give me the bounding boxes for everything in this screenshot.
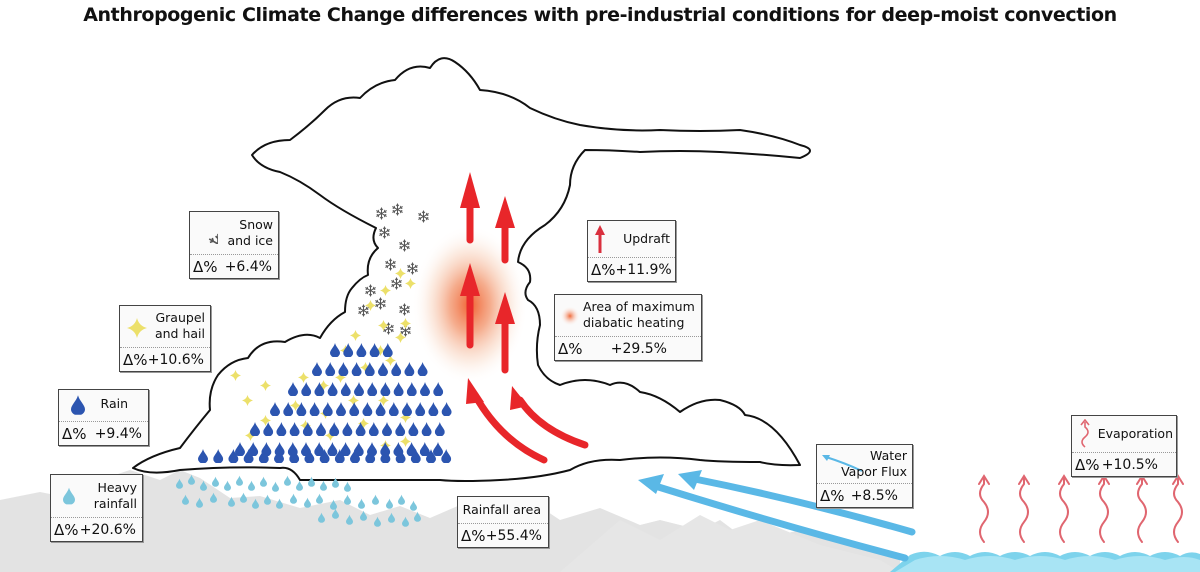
legend-value: +11.9%: [615, 262, 672, 278]
legend-value: +55.4%: [485, 528, 542, 544]
legend-snow-and-ice: Snow and ice Δ% +6.4%: [189, 211, 279, 279]
heavy-raindrop-icon: [212, 476, 219, 487]
delta-symbol: Δ%: [54, 521, 79, 539]
legend-updraft: Updraft Δ% +11.9%: [587, 220, 676, 282]
page-title: Anthropogenic Climate Change differences…: [83, 4, 1117, 26]
legend-label: Graupel: [155, 310, 205, 325]
delta-symbol: Δ%: [1075, 456, 1100, 474]
delta-symbol: Δ%: [123, 351, 148, 369]
legend-heavy-rainfall: Heavy rainfall Δ% +20.6%: [50, 474, 143, 542]
graupel-star-icon: [127, 318, 147, 338]
legend-value: +20.6%: [79, 522, 136, 538]
heavy-raindrop-icon: [304, 497, 311, 508]
heavy-raindrop-icon: [358, 498, 365, 509]
legend-water-vapor-flux: Water Vapor Flux Δ% +8.5%: [816, 444, 913, 508]
delta-symbol: Δ%: [558, 340, 583, 358]
evaporation-wave-icon: [1136, 474, 1148, 543]
updraft-arrow-icon: [595, 225, 605, 253]
legend-evaporation: Evaporation Δ% +10.5%: [1071, 415, 1177, 477]
heavy-raindrop-icon: [240, 492, 247, 503]
legend-label: rainfall: [93, 496, 137, 511]
delta-symbol: Δ%: [193, 258, 218, 276]
legend-rainfall-area: Rainfall area Δ% +55.4%: [457, 496, 549, 548]
delta-symbol: Δ%: [62, 425, 87, 443]
delta-symbol: Δ%: [820, 487, 845, 505]
heavy-raindrop-icon: [260, 476, 267, 487]
heavy-raindrop-icon: [372, 494, 379, 505]
evaporation-wave-icon: [1018, 474, 1030, 543]
legend-value: +10.6%: [147, 352, 204, 368]
raindrop-icon: [71, 395, 85, 415]
evaporation-wave-icon: [1080, 419, 1090, 448]
heavy-raindrop-icon: [320, 480, 327, 491]
heavy-raindrop-icon: [284, 475, 291, 486]
heavy-raindrop-icon: [410, 500, 417, 511]
vapor-arrow-icon: [822, 455, 863, 472]
evaporation-wave-icon: [1098, 474, 1110, 543]
legend-label: and hail: [154, 326, 205, 341]
delta-symbol: Δ%: [591, 261, 616, 279]
heavy-raindrop-icon: [272, 481, 279, 492]
snowflake-icon: [196, 222, 218, 244]
legend-value: +10.5%: [1101, 457, 1158, 473]
evaporation-wave-icon: [1172, 474, 1184, 543]
heavy-raindrop-icon: [316, 493, 323, 504]
legend-value: +6.4%: [224, 259, 272, 275]
heavy-raindrop-icon: [63, 487, 75, 505]
heavy-raindrop-icon: [264, 494, 271, 505]
heavy-raindrop-icon: [276, 498, 283, 509]
heavy-raindrop-icon: [236, 475, 243, 486]
heavy-raindrop-icon: [344, 494, 351, 505]
heating-blob-icon: [560, 306, 580, 326]
legend-label: diabatic heating: [583, 315, 685, 330]
evaporation-wave-icon: [1058, 474, 1070, 543]
legend-value: +8.5%: [850, 488, 898, 504]
legend-label: and ice: [227, 233, 273, 248]
heavy-raindrop-icon: [398, 494, 405, 505]
legend-rain: Rain Δ% +9.4%: [58, 389, 149, 446]
heavy-raindrop-icon: [290, 493, 297, 504]
heavy-raindrop-icon: [386, 498, 393, 509]
legend-label: Area of maximum: [583, 299, 695, 314]
legend-label: Updraft: [623, 231, 670, 246]
legend-label: Evaporation: [1097, 426, 1173, 441]
evaporation-wave-icon: [978, 474, 990, 543]
legend-label: Water: [870, 448, 907, 463]
legend-label: Vapor Flux: [841, 464, 907, 479]
heavy-raindrop-icon: [344, 481, 351, 492]
legend-max-diabatic-heating: Area of maximum diabatic heating Δ% +29.5%: [554, 294, 702, 361]
legend-value: +29.5%: [610, 341, 667, 357]
legend-label: Rain: [100, 396, 128, 411]
legend-label: Heavy: [97, 480, 137, 495]
legend-label: Rainfall area: [462, 502, 541, 517]
legend-value: +9.4%: [94, 426, 142, 442]
heavy-raindrop-icon: [296, 480, 303, 491]
legend-label: Snow: [239, 217, 273, 232]
legend-graupel-and-hail: Graupel and hail Δ% +10.6%: [119, 305, 211, 372]
heavy-raindrop-icon: [248, 480, 255, 491]
delta-symbol: Δ%: [461, 527, 486, 545]
heavy-raindrop-icon: [224, 480, 231, 491]
